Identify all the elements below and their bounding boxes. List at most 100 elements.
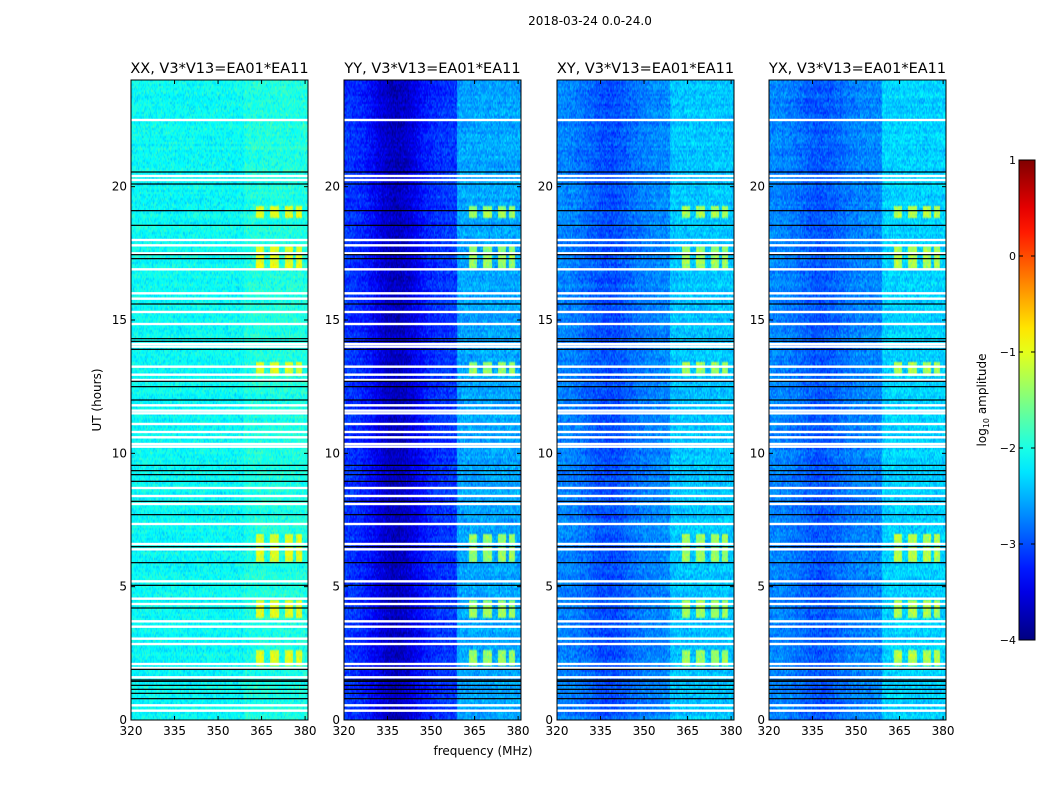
- flagged-row-white: [557, 178, 734, 182]
- x-tick-label: 350: [420, 724, 443, 738]
- flagged-row-white: [131, 445, 308, 448]
- y-tick-label: 0: [757, 713, 765, 727]
- flagged-row-black: [557, 668, 734, 670]
- flagged-row-white: [131, 494, 308, 498]
- colorbar-tick-label: 1: [1009, 154, 1016, 167]
- flagged-row-white: [131, 373, 308, 376]
- flagged-row-white: [557, 373, 734, 376]
- flagged-row-black: [344, 680, 521, 682]
- flagged-row-white: [557, 704, 734, 707]
- flagged-row-white: [557, 662, 734, 666]
- y-tick-label: 15: [750, 313, 765, 327]
- flagged-row-black: [344, 474, 521, 476]
- flagged-row-white: [344, 502, 521, 506]
- flagged-row-black: [557, 514, 734, 516]
- y-tick-label: 0: [332, 713, 340, 727]
- flagged-row-black: [131, 380, 308, 382]
- flagged-row-white: [557, 268, 734, 271]
- flagged-row-black: [131, 607, 308, 609]
- flagged-row-black: [769, 688, 946, 690]
- flagged-row-black: [557, 338, 734, 340]
- flagged-row-black: [131, 688, 308, 690]
- colorbar-tick-label: −3: [1000, 538, 1016, 551]
- flagged-row-white: [769, 494, 946, 498]
- flagged-row-black: [344, 386, 521, 388]
- flagged-row-black: [344, 338, 521, 340]
- flagged-row-white: [131, 118, 308, 122]
- y-tick-label: 10: [750, 446, 765, 460]
- flagged-row-black: [344, 464, 521, 466]
- flagged-row-white: [344, 268, 521, 271]
- flagged-row-white: [344, 522, 521, 526]
- flagged-row-black: [557, 210, 734, 212]
- flagged-row-black: [557, 470, 734, 472]
- flagged-row-white: [769, 597, 946, 600]
- flagged-row-white: [344, 238, 521, 242]
- y-tick-label: 0: [545, 713, 553, 727]
- y-tick-label: 20: [325, 180, 340, 194]
- flagged-row-white: [131, 378, 308, 382]
- flagged-row-white: [557, 342, 734, 346]
- flagged-row-black: [557, 500, 734, 502]
- axes-frame: [768, 79, 947, 721]
- flagged-row-white: [557, 666, 734, 670]
- flagged-row-white: [769, 522, 946, 526]
- flagged-row-black: [344, 698, 521, 700]
- flagged-row-black: [769, 546, 946, 548]
- flagged-row-white: [557, 118, 734, 122]
- flagged-row-white: [557, 297, 734, 300]
- flagged-row-black: [557, 254, 734, 256]
- flagged-row-black: [344, 692, 521, 694]
- flagged-row-black: [769, 692, 946, 694]
- flagged-row-black: [769, 399, 946, 401]
- flagged-row-white: [344, 178, 521, 182]
- flagged-row-white: [557, 620, 734, 623]
- flagged-row-black: [557, 684, 734, 686]
- flagged-row-white: [131, 709, 308, 712]
- flagged-row-white: [131, 662, 308, 666]
- flagged-row-white: [769, 637, 946, 640]
- flagged-row-black: [131, 224, 308, 226]
- flagged-row-white: [344, 445, 521, 448]
- x-tick-label: 365: [463, 724, 486, 738]
- flagged-row-white: [769, 662, 946, 666]
- flagged-row-white: [131, 422, 308, 426]
- flagged-row-black: [344, 224, 521, 226]
- flagged-row-white: [131, 625, 308, 628]
- flagged-row-white: [131, 409, 308, 412]
- flagged-row-black: [769, 210, 946, 212]
- flagged-row-black: [557, 680, 734, 682]
- y-tick-label: 10: [538, 446, 553, 460]
- flagged-row-white: [557, 412, 734, 415]
- panel-title: XY, V3*V13=EA01*EA11: [557, 61, 734, 77]
- flagged-row-white: [557, 422, 734, 426]
- panel-title: XX, V3*V13=EA01*EA11: [130, 61, 308, 77]
- flagged-row-white: [344, 422, 521, 426]
- flagged-row-white: [344, 244, 521, 247]
- flagged-row-white: [557, 310, 734, 314]
- panel-2: YY, V3*V13=EA01*EA11 320 335 350 365 380 0 5 10 1…: [325, 61, 530, 738]
- flagged-row-black: [557, 386, 734, 388]
- flagged-row-black: [557, 474, 734, 476]
- flagged-row-black: [344, 171, 521, 173]
- flagged-row-white: [131, 676, 308, 679]
- flagged-row-white: [131, 178, 308, 182]
- x-tick-label: 350: [633, 724, 656, 738]
- flagged-row-black: [557, 303, 734, 305]
- axes-frame: [343, 79, 522, 721]
- panel-4: YX, V3*V13=EA01*EA11 320 335 350 365 380 0 5 10 1…: [750, 61, 955, 738]
- x-tick-label: 335: [376, 724, 399, 738]
- flagged-row-white: [769, 268, 946, 271]
- flagged-row-black: [557, 679, 734, 681]
- flagged-row-white: [557, 322, 734, 326]
- flagged-row-white: [131, 404, 308, 407]
- flagged-row-black: [131, 386, 308, 388]
- flagged-row-black: [344, 183, 521, 185]
- flagged-row-white: [557, 602, 734, 606]
- y-tick-label: 5: [757, 580, 765, 594]
- flagged-row-black: [769, 303, 946, 305]
- flagged-row-white: [131, 642, 308, 646]
- flagged-row-black: [131, 340, 308, 342]
- flagged-row-black: [344, 258, 521, 260]
- flagged-row-white: [557, 409, 734, 412]
